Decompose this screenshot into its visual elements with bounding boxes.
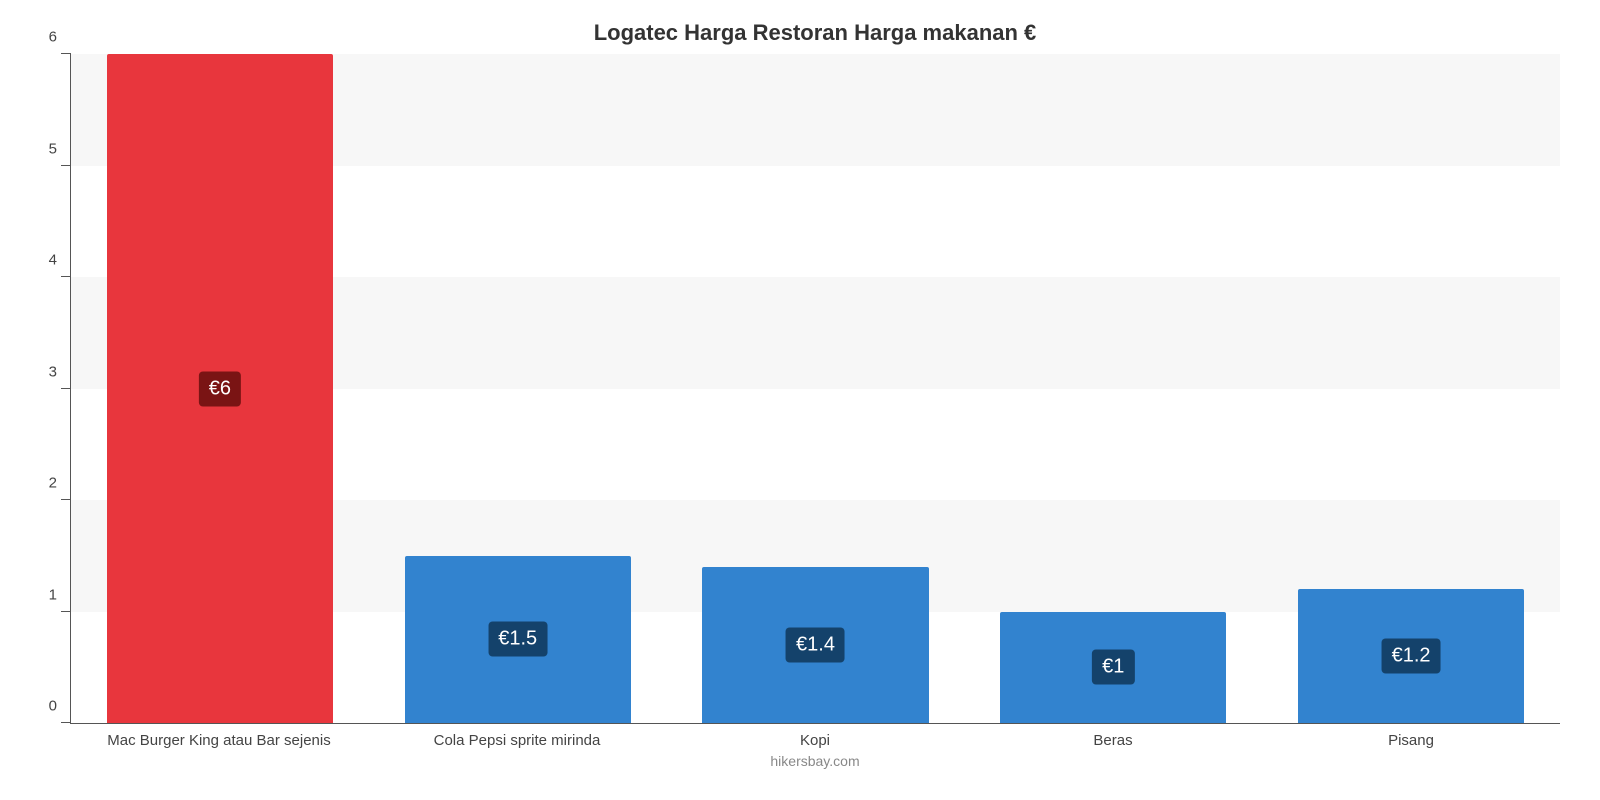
x-axis-labels: Mac Burger King atau Bar sejenisCola Pep…: [70, 724, 1560, 749]
bar-slot: €1: [964, 54, 1262, 723]
bar: €6: [107, 54, 333, 723]
bar-slot: €6: [71, 54, 369, 723]
bars-row: €6 €1.5 €1.4 €1 €1.2: [71, 54, 1560, 723]
x-tick-label: Kopi: [666, 724, 964, 749]
y-tick-label: 4: [49, 252, 71, 269]
y-tick: [61, 722, 71, 723]
bar-slot: €1.5: [369, 54, 667, 723]
bar-value-badge: €1.4: [786, 627, 845, 662]
bar: €1.2: [1298, 589, 1524, 723]
y-tick-label: 6: [49, 29, 71, 46]
y-tick: [61, 499, 71, 500]
bar: €1.5: [405, 556, 631, 723]
y-tick-label: 5: [49, 140, 71, 157]
y-tick-label: 1: [49, 586, 71, 603]
bar-value-badge: €1.5: [488, 622, 547, 657]
x-tick-label: Beras: [964, 724, 1262, 749]
y-tick: [61, 388, 71, 389]
bar-slot: €1.2: [1262, 54, 1560, 723]
bar-slot: €1.4: [667, 54, 965, 723]
bar-value-badge: €6: [199, 371, 241, 406]
y-tick: [61, 276, 71, 277]
chart-container: Logatec Harga Restoran Harga makanan € 0…: [0, 0, 1600, 800]
y-tick-label: 2: [49, 475, 71, 492]
bar: €1: [1000, 612, 1226, 724]
x-tick-label: Mac Burger King atau Bar sejenis: [70, 724, 368, 749]
y-tick: [61, 165, 71, 166]
y-tick-label: 0: [49, 698, 71, 715]
bar: €1.4: [702, 567, 928, 723]
chart-title: Logatec Harga Restoran Harga makanan €: [70, 20, 1560, 46]
bar-value-badge: €1: [1092, 650, 1134, 685]
bar-value-badge: €1.2: [1382, 639, 1441, 674]
footer-credit: hikersbay.com: [70, 753, 1560, 769]
x-tick-label: Pisang: [1262, 724, 1560, 749]
y-tick-label: 3: [49, 363, 71, 380]
x-tick-label: Cola Pepsi sprite mirinda: [368, 724, 666, 749]
plot-area: 0123456 €6€1.5€1.4€1€1.2: [70, 54, 1560, 724]
y-tick: [61, 53, 71, 54]
y-tick: [61, 611, 71, 612]
